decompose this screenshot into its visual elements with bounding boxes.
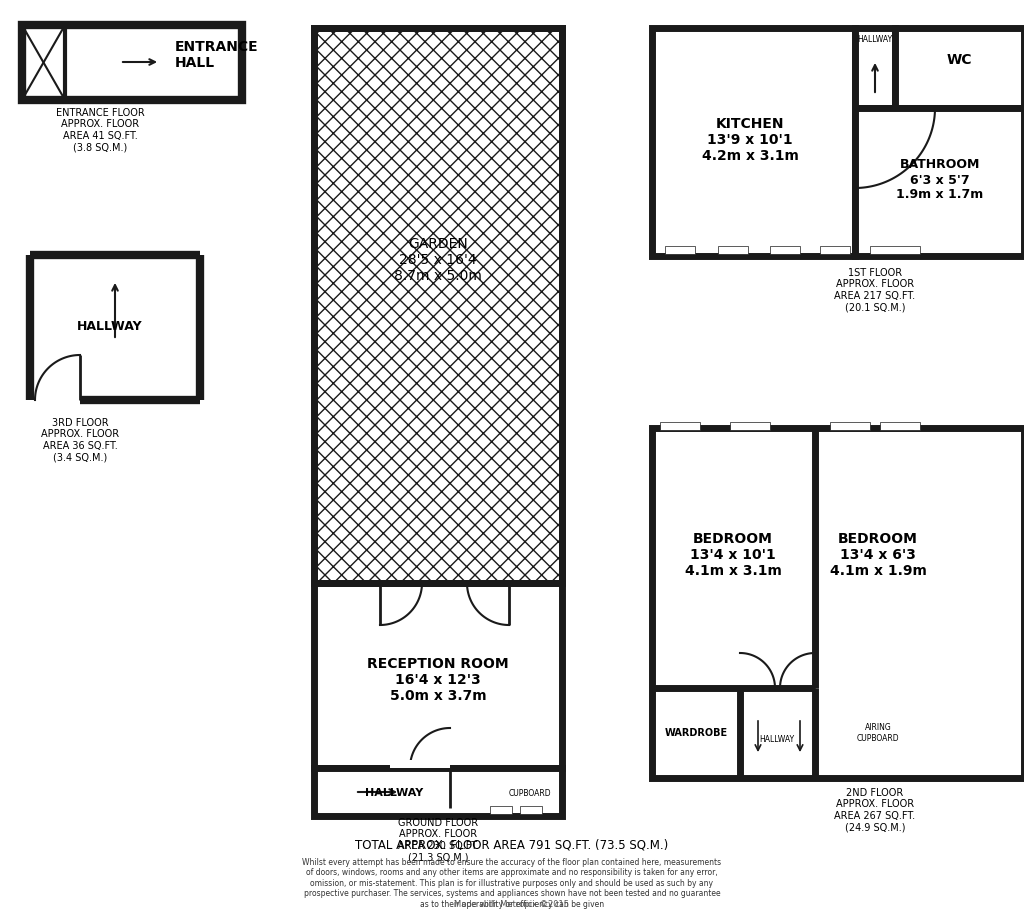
Text: RECEPTION ROOM
16'4 x 12'3
5.0m x 3.7m: RECEPTION ROOM 16'4 x 12'3 5.0m x 3.7m [368,657,509,704]
Text: BATHROOM
6'3 x 5'7
1.9m x 1.7m: BATHROOM 6'3 x 5'7 1.9m x 1.7m [896,158,984,202]
Bar [652,428,1024,778]
Text: Made with Metropix ©2015: Made with Metropix ©2015 [455,900,569,909]
Bar [830,422,870,430]
Text: BEDROOM
13'4 x 10'1
4.1m x 3.1m: BEDROOM 13'4 x 10'1 4.1m x 3.1m [685,532,781,578]
Text: WC: WC [946,53,972,67]
Bar [730,422,770,430]
Text: ENTRANCE FLOOR
APPROX. FLOOR
AREA 41 SQ.FT.
(3.8 SQ.M.): ENTRANCE FLOOR APPROX. FLOOR AREA 41 SQ.… [55,107,144,153]
Bar [895,28,1024,108]
Bar [855,28,895,108]
Text: TOTAL APPROX. FLOOR AREA 791 SQ.FT. (73.5 SQ.M.): TOTAL APPROX. FLOOR AREA 791 SQ.FT. (73.… [355,838,669,852]
Bar [390,760,450,768]
Bar [660,422,700,430]
Bar [520,806,542,814]
Text: HALLWAY: HALLWAY [760,735,795,744]
Bar [22,25,242,100]
Bar [314,28,562,583]
Text: GARDEN
28'5 x 16'4
8.7m x 5.0m: GARDEN 28'5 x 16'4 8.7m x 5.0m [394,237,482,284]
Text: 2ND FLOOR
APPROX. FLOOR
AREA 267 SQ.FT.
(24.9 SQ.M.): 2ND FLOOR APPROX. FLOOR AREA 267 SQ.FT. … [835,787,915,833]
Bar [652,28,855,256]
Bar [490,806,512,814]
Bar [770,246,800,254]
Bar [718,246,748,254]
Bar [314,28,562,583]
Bar [665,246,695,254]
Text: BEDROOM
13'4 x 6'3
4.1m x 1.9m: BEDROOM 13'4 x 6'3 4.1m x 1.9m [829,532,927,578]
Bar [855,108,1024,256]
Text: CUPBOARD: CUPBOARD [509,788,551,797]
Text: ENTRANCE
HALL: ENTRANCE HALL [175,40,259,70]
Text: GROUND FLOOR
APPROX. FLOOR
AREA 230 SQ.FT.
(21.3 SQ.M.): GROUND FLOOR APPROX. FLOOR AREA 230 SQ.F… [397,817,478,863]
Text: Whilst every attempt has been made to ensure the accuracy of the floor plan cont: Whilst every attempt has been made to en… [302,858,722,909]
Bar [880,422,920,430]
Text: AIRING
CUPBOARD: AIRING CUPBOARD [857,724,899,743]
Bar [314,583,562,768]
Text: HALLWAY: HALLWAY [365,788,423,798]
Bar [314,768,562,816]
Text: 1ST FLOOR
APPROX. FLOOR
AREA 217 SQ.FT.
(20.1 SQ.M.): 1ST FLOOR APPROX. FLOOR AREA 217 SQ.FT. … [835,267,915,313]
Bar [870,246,920,254]
Text: WARDROBE: WARDROBE [665,728,728,738]
Text: HALLWAY: HALLWAY [77,321,142,334]
Text: KITCHEN
13'9 x 10'1
4.2m x 3.1m: KITCHEN 13'9 x 10'1 4.2m x 3.1m [701,116,799,164]
Text: 3RD FLOOR
APPROX. FLOOR
AREA 36 SQ.FT.
(3.4 SQ.M.): 3RD FLOOR APPROX. FLOOR AREA 36 SQ.FT. (… [41,417,119,463]
Text: HALLWAY: HALLWAY [857,35,893,45]
Bar [820,246,850,254]
